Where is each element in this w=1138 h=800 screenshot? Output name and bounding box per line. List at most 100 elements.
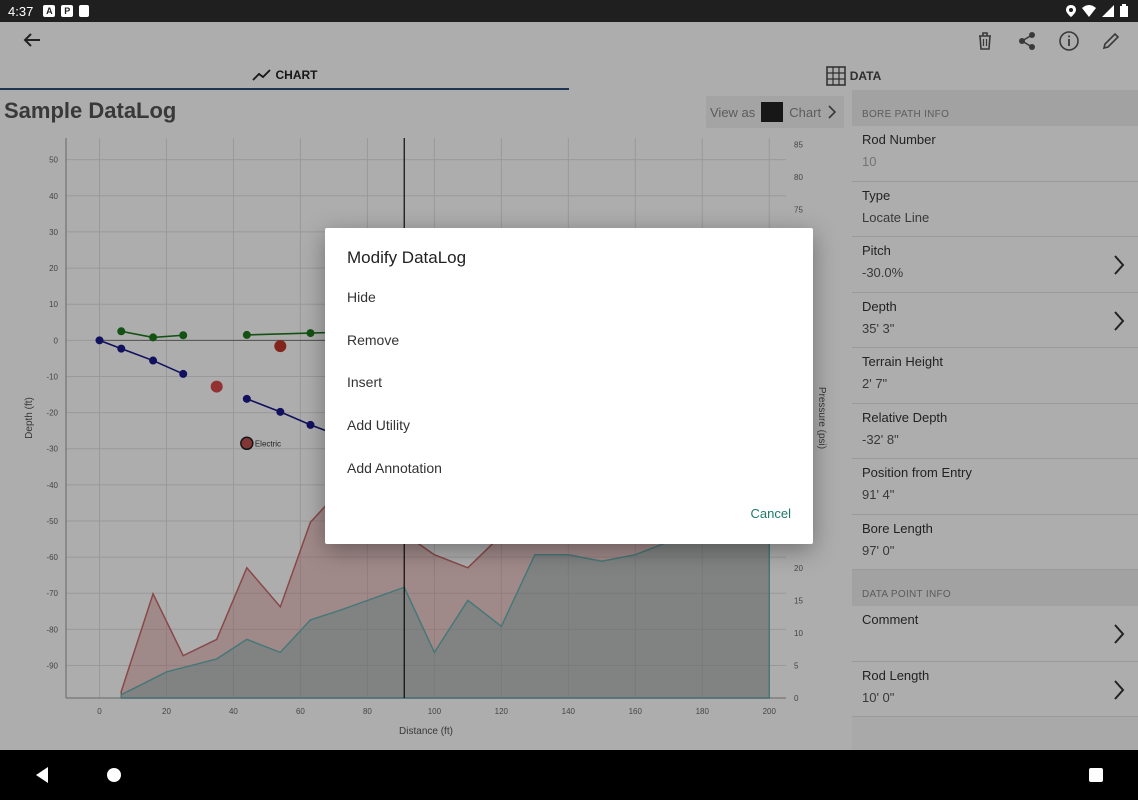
info-row-value: -30.0% [862,265,904,280]
menu-item-add-annotation[interactable]: Add Annotation [347,460,442,476]
section-header: BORE PATH INFO [852,90,1138,126]
menu-item-add-utility[interactable]: Add Utility [347,417,411,433]
chevron-right-icon [828,105,837,119]
x-tick-label: 160 [629,707,643,716]
y2-axis-label: Pressure (psi) [816,387,827,449]
y2-tick-label: 85 [794,141,803,150]
bore-path-point [149,356,158,365]
info-row-value: 35' 3" [862,320,895,336]
info-row-value: 2' 7" [862,376,888,391]
info-row-label: Bore Length [862,520,933,536]
utility-marker [240,436,254,451]
view-as-label: View as [710,104,756,120]
sd-card-icon [79,5,90,17]
y-tick-label: 50 [49,156,58,165]
view-as-mode: Chart [789,104,822,120]
info-row-value: 10 [862,154,877,169]
info-row-pitch[interactable]: Pitch -30.0% [852,237,1138,293]
trash-icon[interactable] [974,30,996,52]
home-circle-icon[interactable] [106,766,122,784]
info-row-label: Depth [862,298,897,314]
bore-path-point [306,420,315,429]
edit-icon[interactable] [1100,30,1122,52]
bore-path-point [276,407,285,416]
tab-data-label: DATA [849,69,882,83]
y-tick-label: -90 [46,661,58,670]
info-row-bore-length: Bore Length 97' 0" [852,514,1138,570]
chevron-right-icon [1114,310,1125,331]
recents-square-icon[interactable] [1088,766,1104,784]
y-tick-label: -80 [46,625,58,634]
info-row-label: Type [862,187,891,203]
info-row-comment[interactable]: Comment [852,606,1138,662]
line-chart-icon [251,69,271,81]
tab-data[interactable]: DATA [569,62,1138,90]
bore-path-point [149,333,158,342]
x-tick-label: 140 [562,707,576,716]
status-app-icon-p: P [61,5,74,17]
info-row-label: Rod Number [862,132,936,147]
utility-marker [210,380,223,393]
dialog-title: Modify DataLog [347,248,467,267]
info-row-depth[interactable]: Depth 35' 3" [852,292,1138,348]
back-arrow-icon[interactable] [22,30,42,50]
y2-tick-label: 75 [794,206,803,215]
tab-chart[interactable]: CHART [0,62,569,90]
chevron-right-icon [1114,624,1125,644]
x-tick-label: 60 [296,707,305,716]
x-tick-label: 40 [229,707,238,716]
y2-tick-label: 10 [794,629,803,638]
bore-path-point [117,327,126,336]
utility-label: Electric [255,439,281,448]
y2-tick-label: 20 [794,564,803,573]
info-row-type: Type Locate Line [852,181,1138,237]
share-icon[interactable] [1016,30,1038,52]
bore-path-point [242,394,251,403]
section-header: DATA POINT INFO [852,570,1138,606]
info-row-label: Position from Entry [862,465,972,480]
view-as-button[interactable]: View as Chart [706,96,844,128]
status-bar: 4:37 A P [0,0,1138,22]
info-panel: BORE PATH INFO Rod Number 10 Type Locate Lin… [852,90,1138,750]
x-axis-label: Distance (ft) [399,726,453,737]
status-time: 4:37 [8,3,34,19]
x-tick-label: 100 [428,707,442,716]
info-row-rod-number: Rod Number 10 [852,126,1138,182]
location-icon [1066,4,1076,17]
menu-item-hide[interactable]: Hide [347,289,376,305]
modify-datalog-dialog: Modify DataLog Hide Remove Insert Add Ut… [325,228,813,544]
x-tick-label: 20 [162,707,171,716]
back-triangle-icon[interactable] [34,766,50,784]
menu-item-insert[interactable]: Insert [347,374,383,390]
grid-icon [825,66,846,86]
page-title: Sample DataLog [4,98,177,123]
tab-bar: CHART DATA [0,62,1138,90]
y-tick-label: -30 [46,445,58,454]
y-axis-label: Depth (ft) [24,397,35,439]
x-tick-label: 80 [363,707,372,716]
bore-path-point [179,369,188,378]
info-row-label: Terrain Height [862,354,943,369]
app-bar [0,22,1138,62]
y2-tick-label: 5 [794,661,799,670]
x-tick-label: 120 [495,707,509,716]
y-tick-label: -50 [46,517,58,526]
info-row-value: 10' 0" [862,689,895,705]
y2-tick-label: 0 [794,694,799,703]
x-tick-label: 180 [696,707,710,716]
x-tick-label: 0 [97,707,102,716]
menu-item-remove[interactable]: Remove [347,332,400,348]
info-row-label: Relative Depth [862,409,948,425]
wifi-icon [1082,4,1096,17]
info-row-value: 91' 4" [862,487,895,502]
cancel-button[interactable]: Cancel [750,506,791,521]
info-icon[interactable] [1058,30,1080,52]
y-tick-label: -70 [46,589,58,598]
info-row-value: 97' 0" [862,542,895,558]
info-row-rod-length[interactable]: Rod Length 10' 0" [852,661,1138,717]
y2-tick-label: 80 [794,173,803,182]
bore-path-point [179,331,188,340]
info-row-terrain-height: Terrain Height 2' 7" [852,348,1138,404]
info-row-label: Pitch [862,243,891,258]
